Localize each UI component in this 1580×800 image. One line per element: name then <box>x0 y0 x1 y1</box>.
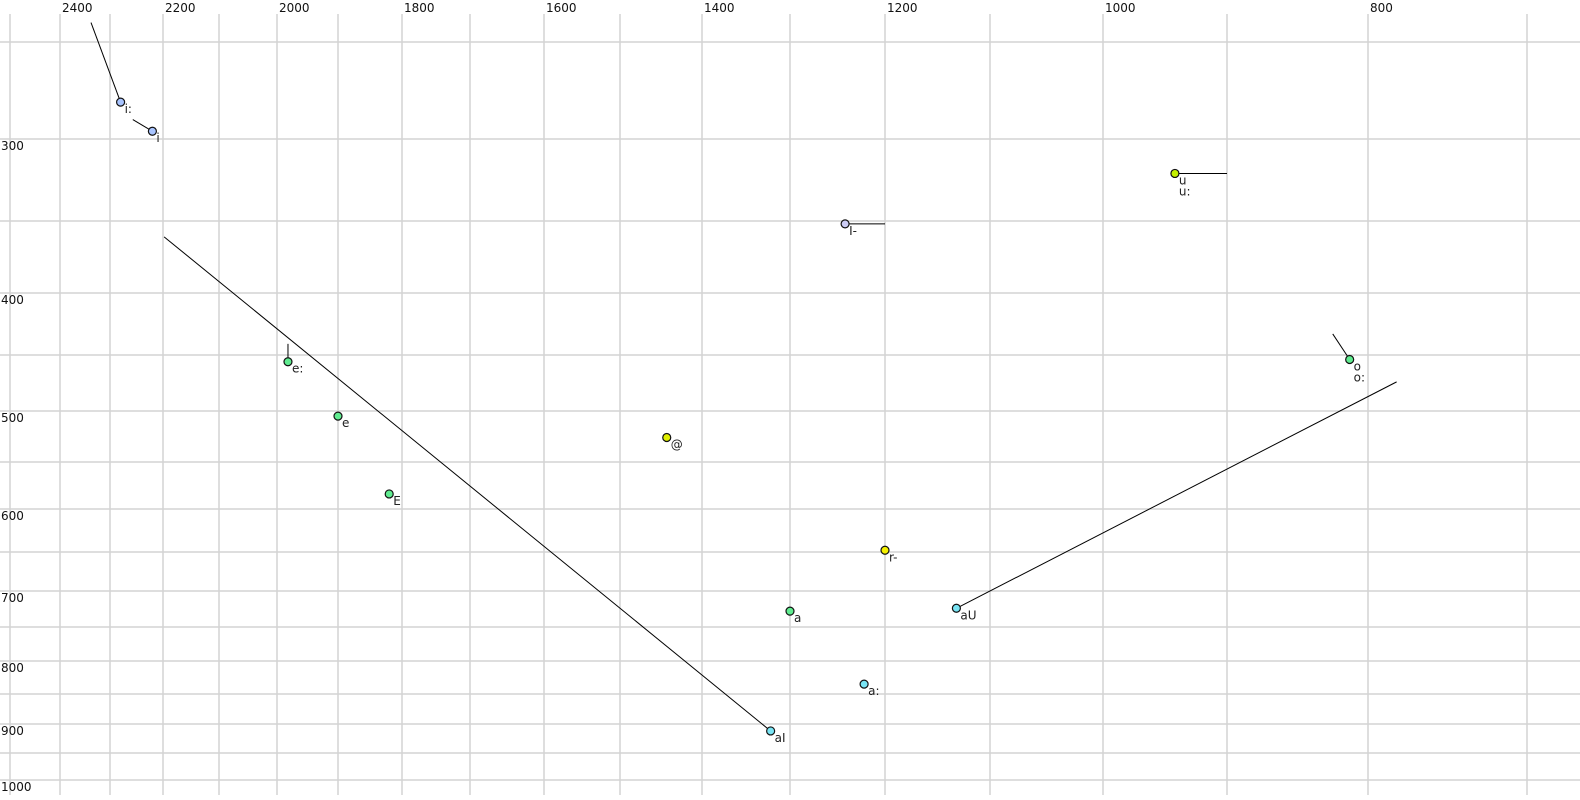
vowel-label: o <box>1354 359 1361 373</box>
trajectory-lines <box>90 22 1397 732</box>
vowel-points: i: i I-uu: e: e E @ r-a a: aI aU oo: <box>115 97 1365 745</box>
vowel-point <box>951 603 962 613</box>
y-tick-label: 500 <box>1 411 24 425</box>
vowel-label: u <box>1179 173 1187 187</box>
vowel-label: e <box>342 416 349 430</box>
vowel-point <box>785 606 795 616</box>
vowel-label: aU <box>960 608 976 622</box>
vowel-point <box>1170 168 1180 179</box>
vowel-point <box>880 545 890 555</box>
vowel-point <box>115 97 126 107</box>
y-tick-label: 1000 <box>1 780 32 794</box>
y-tick-label: 300 <box>1 139 24 153</box>
x-tick-label: 2400 <box>62 1 93 15</box>
y-tick-label: 900 <box>1 724 24 738</box>
vowel-point <box>859 679 869 689</box>
vowel-point <box>662 432 672 443</box>
y-tick-label: 600 <box>1 509 24 523</box>
vowel-label: a <box>794 611 801 625</box>
vowel-point <box>147 126 157 136</box>
x-tick-label: 2000 <box>279 1 310 15</box>
x-tick-label: 800 <box>1370 1 1393 15</box>
x-tick-label: 2200 <box>165 1 196 15</box>
vowel-point <box>766 726 776 736</box>
x-tick-label: 1600 <box>546 1 577 15</box>
vowel-point <box>333 411 343 421</box>
y-tick-label: 800 <box>1 661 24 675</box>
vowel-label: aI <box>775 731 786 745</box>
vowel-label: @ <box>671 438 683 452</box>
vowel-label: i <box>156 131 159 145</box>
vowel-point <box>384 489 394 499</box>
vowel-point <box>283 357 293 367</box>
vowel-label: a: <box>868 684 879 698</box>
gridlines <box>0 14 1580 795</box>
tick-labels: 2400 2200 2000 1800 1600 1400 1200 1000 800 300 40… <box>1 1 1393 794</box>
vowel-label: e: <box>292 362 303 376</box>
x-tick-label: 1000 <box>1105 1 1136 15</box>
trajectory-line <box>163 236 771 732</box>
vowel-label: u: <box>1179 184 1191 198</box>
vowel-label: I- <box>849 224 857 238</box>
x-tick-label: 1200 <box>887 1 918 15</box>
y-tick-label: 700 <box>1 591 24 605</box>
y-tick-label: 400 <box>1 293 24 307</box>
vowel-label: i: <box>125 102 132 116</box>
vowel-label: o: <box>1354 370 1365 384</box>
x-tick-label: 1400 <box>704 1 735 15</box>
trajectory-line <box>956 381 1397 609</box>
vowel-label: E <box>393 494 401 508</box>
vowel-label: r- <box>889 550 898 564</box>
trajectory-line <box>90 22 122 103</box>
trajectory-line <box>1332 333 1351 360</box>
vowel-point <box>1345 354 1355 365</box>
x-tick-label: 1800 <box>404 1 435 15</box>
vowel-point <box>840 219 850 229</box>
